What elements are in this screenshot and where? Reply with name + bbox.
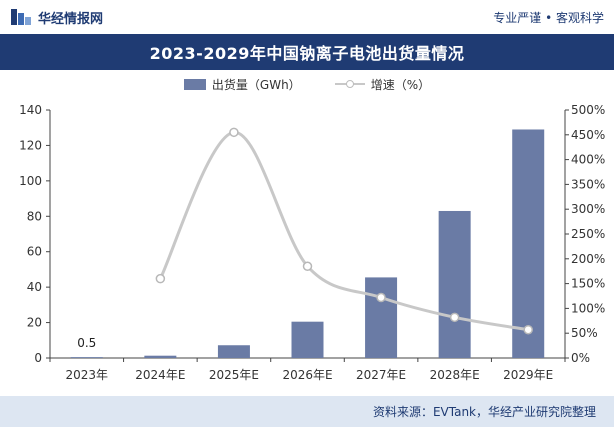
legend-item-line: 增速（%） [334,76,431,93]
legend-line-label: 增速（%） [370,77,431,92]
x-tick-label: 2024年E [135,368,185,382]
y-left-tick-label: 80 [27,209,42,223]
y-right-tick-label: 400% [571,153,605,167]
y-right-tick-label: 200% [571,252,605,266]
legend-bar-label: 出货量（GWh） [211,77,301,92]
y-left-tick-label: 60 [27,245,42,259]
y-left-tick-label: 120 [19,138,42,152]
x-tick-label: 2026年E [282,368,332,382]
y-right-tick-label: 450% [571,128,605,142]
y-right-tick-label: 100% [571,301,605,315]
growth-point [376,292,386,303]
title-bar: 2023-2029年中国钠离子电池出货量情况 [0,34,614,70]
tagline: 专业严谨 • 客观科学 [493,10,604,25]
bar [291,321,324,358]
growth-point [229,127,239,138]
bar [438,210,471,358]
legend-line-swatch [334,78,365,90]
growth-point [302,261,313,271]
y-right-tick-label: 350% [571,177,605,191]
source-note: 资料来源：EVTank，华经产业研究院整理 [372,405,596,419]
chart-plot: 0 20 40 60 80 100 120 140 0% 50% 100% 150% 200% 250% 3… [19,103,605,382]
bar [365,277,398,358]
x-tick-label: 2028年E [430,368,480,382]
chart-legend: 出货量（GWh） 增速（%） [0,74,614,94]
logo-icon [11,9,31,25]
y-right-tick-label: 50% [571,326,598,340]
y-right-tick-label: 0% [571,351,590,365]
y-left-tick-label: 100 [19,174,42,188]
growth-point [155,273,166,284]
legend-item-bar: 出货量（GWh） [183,76,301,93]
top-header: 华经情报网 专业严谨 • 客观科学 [0,0,614,34]
brand-name: 华经情报网 [38,11,104,27]
growth-line [159,130,529,332]
brand: 华经情报网 [10,7,103,27]
legend-bar-swatch [183,78,206,90]
bar [144,355,177,358]
growth-point [449,312,460,323]
y-right-tick-label: 500% [571,103,605,117]
data-label: 0.5 [77,336,96,350]
x-tick-label: 2025年E [209,368,259,382]
x-tick-label: 2027年E [356,368,406,382]
footer: 资料来源：EVTank，华经产业研究院整理 [0,396,614,427]
y-left-tick-label: 40 [27,280,42,294]
y-right-tick-label: 250% [571,227,605,241]
chart-title: 2023-2029年中国钠离子电池出货量情况 [149,44,465,63]
y-right-tick-label: 150% [571,277,605,291]
growth-point [523,324,533,335]
bar [217,345,250,358]
x-tick-label: 2023年 [66,368,109,382]
bar [512,129,545,358]
bar [70,357,103,358]
y-left-tick-label: 140 [19,103,42,117]
y-left-tick-label: 0 [34,351,42,365]
y-left-tick-label: 20 [27,316,42,330]
x-tick-label: 2029年E [503,368,553,382]
y-right-tick-label: 300% [571,202,605,216]
